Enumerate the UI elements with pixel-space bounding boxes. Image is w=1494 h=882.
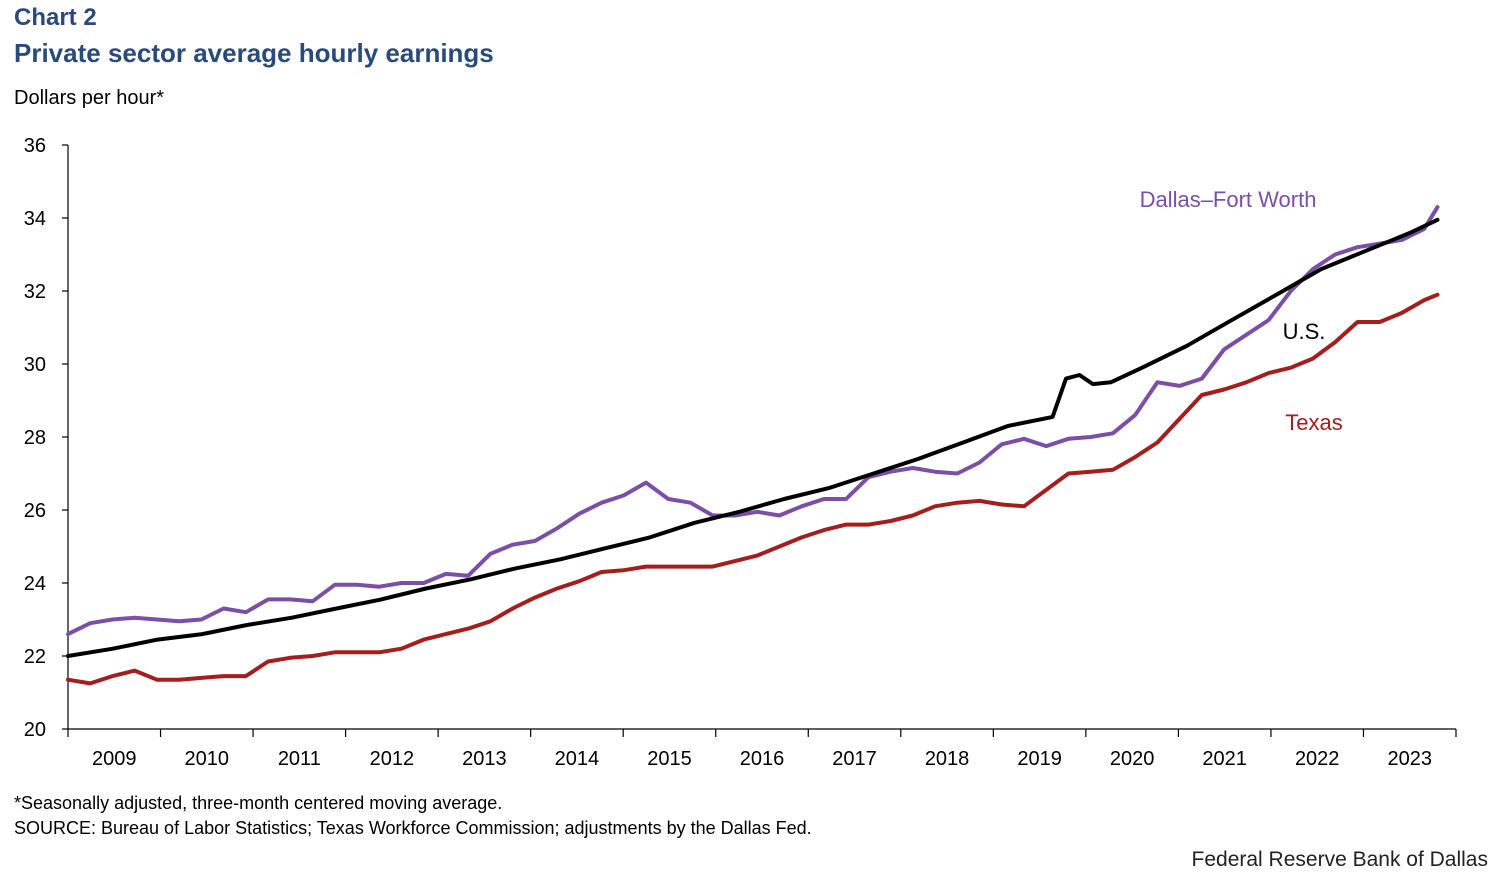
x-tick-label: 2022 [1295, 748, 1340, 770]
y-tick-label: 30 [24, 354, 46, 376]
series-line-dallas-fort-worth [66, 205, 1440, 637]
annotation-u-s: U.S. [1283, 319, 1326, 344]
y-tick-label: 28 [24, 427, 46, 449]
y-tick-label: 20 [24, 719, 46, 741]
source-note: SOURCE: Bureau of Labor Statistics; Texa… [14, 818, 812, 838]
chart-number: Chart 2 [14, 4, 97, 31]
annotation-texas: Texas [1285, 410, 1342, 435]
x-tick-label: 2016 [740, 748, 785, 770]
x-tick-label: 2017 [832, 748, 877, 770]
publisher-credit: Federal Reserve Bank of Dallas [1191, 848, 1488, 871]
x-tick-label: 2021 [1202, 748, 1247, 770]
x-tick-label: 2018 [925, 748, 970, 770]
x-tick-label: 2012 [370, 748, 415, 770]
y-tick-label: 36 [24, 135, 46, 157]
y-tick-label: 32 [24, 281, 46, 303]
y-axis-label: Dollars per hour* [14, 87, 165, 109]
x-tick-label: 2014 [555, 748, 600, 770]
series-line-texas [66, 292, 1440, 686]
series-line-u-s [66, 217, 1440, 658]
annotation-layer: Dallas–Fort Worth U.S. Texas [1140, 187, 1343, 435]
y-tick-label: 26 [24, 500, 46, 522]
x-tick-label: 2023 [1387, 748, 1432, 770]
x-tick-label: 2009 [92, 748, 137, 770]
x-tick-label: 2013 [462, 748, 507, 770]
footnote: *Seasonally adjusted, three-month center… [14, 793, 503, 813]
y-tick-label: 34 [24, 208, 46, 230]
y-tick-label: 24 [24, 573, 46, 595]
y-tick-label: 22 [24, 646, 46, 668]
x-tick-label: 2015 [647, 748, 692, 770]
x-tick-label: 2010 [185, 748, 230, 770]
x-tick-label: 2020 [1110, 748, 1155, 770]
chart-title: Private sector average hourly earnings [14, 38, 494, 68]
x-tick-label: 2019 [1017, 748, 1062, 770]
x-tick-label: 2011 [278, 748, 321, 770]
series-layer [66, 205, 1440, 686]
annotation-dallas-fort-worth: Dallas–Fort Worth [1140, 187, 1317, 212]
